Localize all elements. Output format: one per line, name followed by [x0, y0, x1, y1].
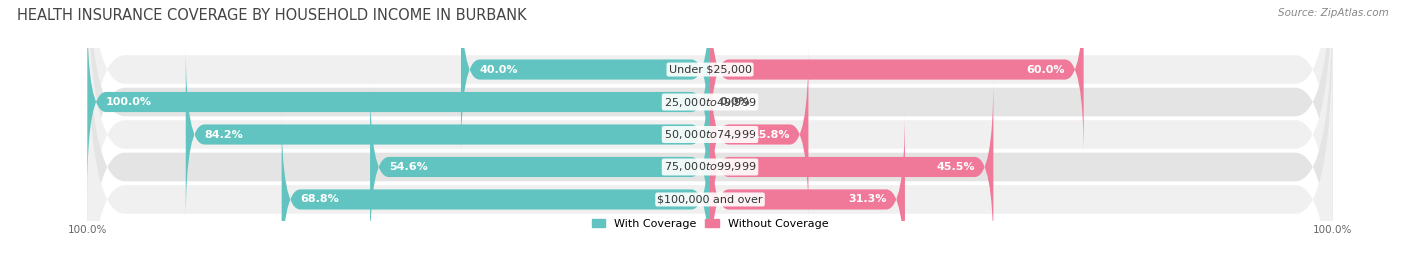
FancyBboxPatch shape — [710, 80, 993, 254]
Text: Under $25,000: Under $25,000 — [668, 65, 752, 75]
FancyBboxPatch shape — [710, 47, 808, 222]
Text: HEALTH INSURANCE COVERAGE BY HOUSEHOLD INCOME IN BURBANK: HEALTH INSURANCE COVERAGE BY HOUSEHOLD I… — [17, 8, 526, 23]
FancyBboxPatch shape — [87, 0, 1333, 250]
FancyBboxPatch shape — [710, 112, 905, 269]
Text: $100,000 and over: $100,000 and over — [657, 194, 763, 204]
Text: $50,000 to $74,999: $50,000 to $74,999 — [664, 128, 756, 141]
Text: 54.6%: 54.6% — [388, 162, 427, 172]
FancyBboxPatch shape — [186, 47, 710, 222]
Text: 15.8%: 15.8% — [751, 129, 790, 140]
FancyBboxPatch shape — [281, 112, 710, 269]
Text: 68.8%: 68.8% — [301, 194, 339, 204]
Text: 60.0%: 60.0% — [1026, 65, 1064, 75]
FancyBboxPatch shape — [87, 15, 710, 189]
FancyBboxPatch shape — [87, 0, 1333, 269]
FancyBboxPatch shape — [710, 0, 1084, 157]
Text: 45.5%: 45.5% — [936, 162, 974, 172]
Legend: With Coverage, Without Coverage: With Coverage, Without Coverage — [592, 218, 828, 229]
Text: 40.0%: 40.0% — [479, 65, 519, 75]
Text: $75,000 to $99,999: $75,000 to $99,999 — [664, 161, 756, 174]
Text: 84.2%: 84.2% — [204, 129, 243, 140]
FancyBboxPatch shape — [87, 19, 1333, 269]
Text: Source: ZipAtlas.com: Source: ZipAtlas.com — [1278, 8, 1389, 18]
FancyBboxPatch shape — [370, 80, 710, 254]
FancyBboxPatch shape — [87, 0, 1333, 269]
Text: 100.0%: 100.0% — [105, 97, 152, 107]
Text: 31.3%: 31.3% — [848, 194, 886, 204]
FancyBboxPatch shape — [461, 0, 710, 157]
FancyBboxPatch shape — [87, 0, 1333, 269]
Text: $25,000 to $49,999: $25,000 to $49,999 — [664, 95, 756, 108]
Text: 0.0%: 0.0% — [720, 97, 749, 107]
